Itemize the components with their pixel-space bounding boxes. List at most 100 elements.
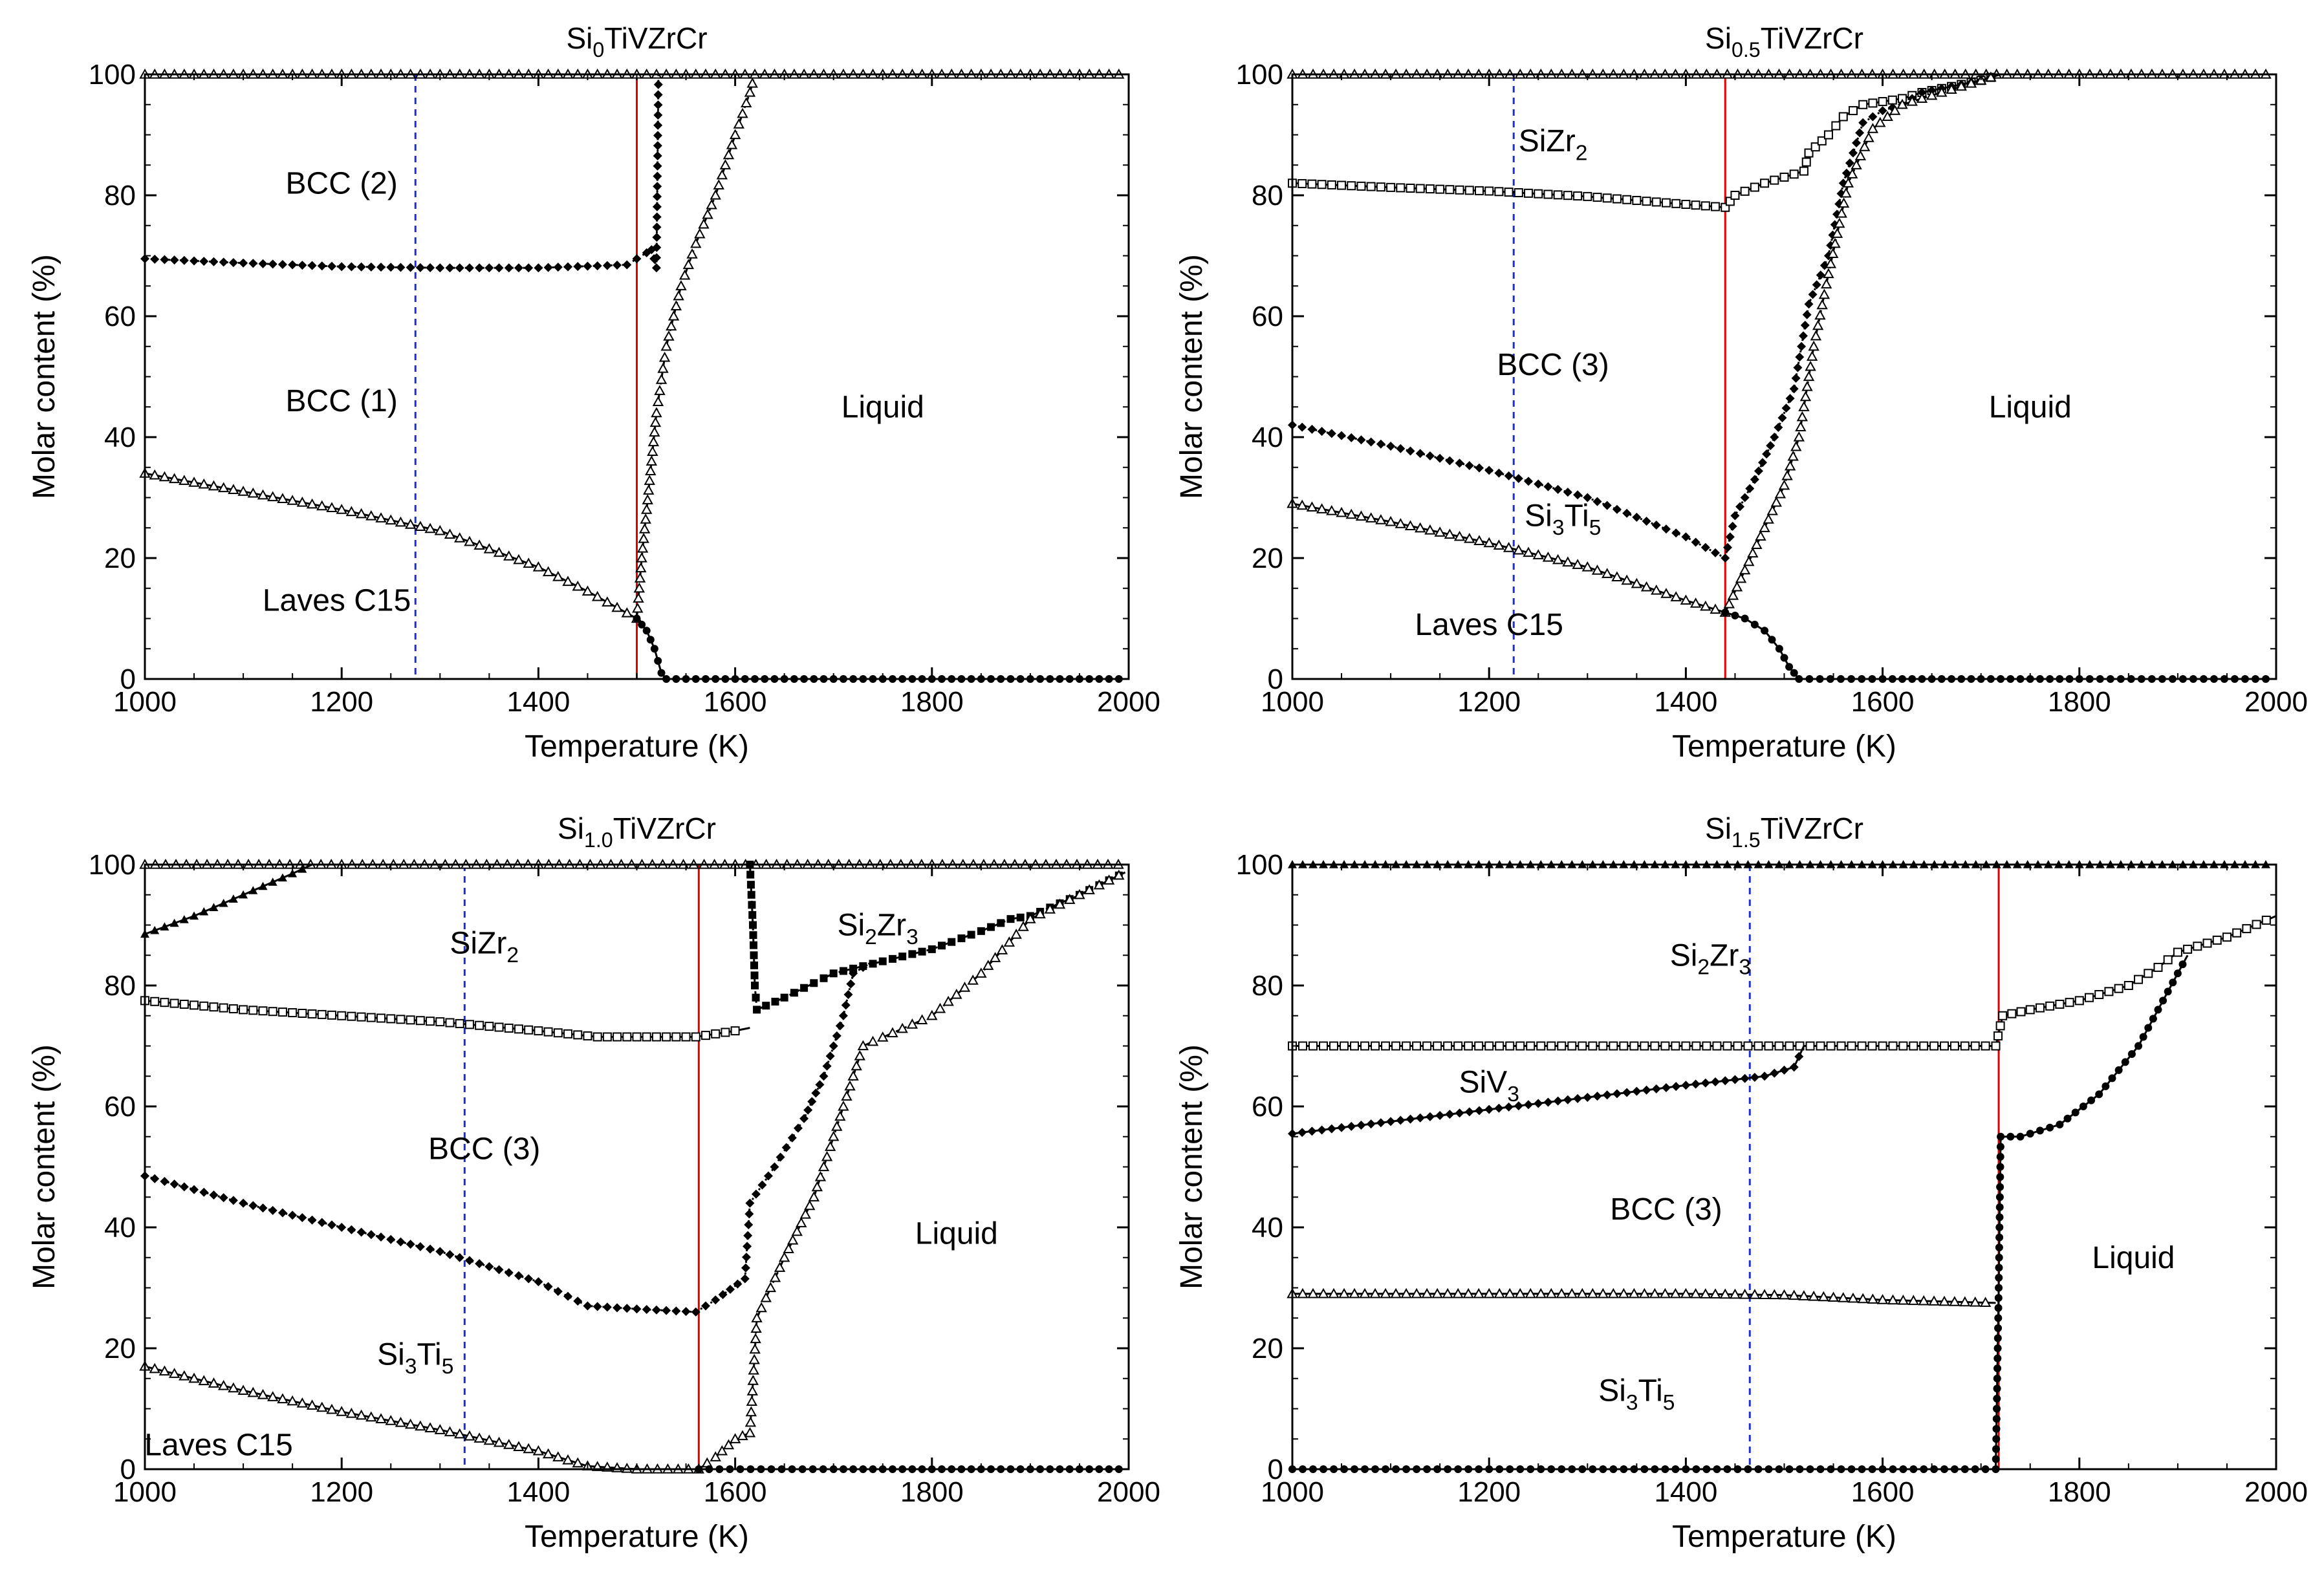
data-point [743, 1231, 753, 1240]
data-point [277, 873, 287, 882]
data-point [1415, 184, 1425, 193]
data-point [1366, 182, 1376, 191]
data-point [158, 1365, 171, 1376]
data-point [1779, 172, 1789, 182]
data-point [366, 1230, 376, 1240]
data-point [1309, 1041, 1318, 1051]
data-point [1770, 1068, 1779, 1078]
data-point [1349, 1287, 1360, 1298]
data-point [1854, 150, 1867, 160]
data-point [1770, 433, 1779, 442]
data-point [1689, 1287, 1702, 1298]
data-point [1996, 1173, 2004, 1181]
data-point [2169, 978, 2177, 987]
data-point [1583, 1092, 1592, 1102]
data-point [737, 1430, 748, 1441]
data-point [1805, 360, 1816, 371]
data-point [1638, 1287, 1651, 1298]
data-point [942, 995, 954, 1006]
data-point [832, 1031, 842, 1040]
data-point [258, 1203, 268, 1213]
data-point [316, 500, 328, 511]
data-point [719, 159, 732, 169]
data-point [160, 922, 169, 931]
y-tick-label: 100 [89, 849, 136, 881]
data-point [951, 988, 962, 999]
data-point [1484, 466, 1494, 475]
data-point [2134, 1042, 2143, 1050]
data-point [563, 1291, 573, 1301]
data-point [1985, 71, 1997, 82]
data-point [1494, 468, 1504, 478]
data-point [298, 1213, 307, 1223]
data-point [2193, 942, 2202, 951]
data-point [1681, 1081, 1691, 1090]
data-point [356, 1012, 366, 1022]
data-point [679, 269, 691, 280]
data-point [750, 971, 759, 980]
data-point [748, 910, 757, 919]
data-point [396, 263, 406, 272]
data-point [1681, 200, 1691, 210]
data-point [1723, 543, 1733, 552]
data-point [1534, 479, 1543, 489]
data-point [277, 1208, 287, 1218]
data-point [208, 480, 220, 491]
data-point [1396, 183, 1406, 193]
data-point [1317, 427, 1327, 436]
data-point [1995, 1223, 2004, 1231]
data-point [355, 1409, 367, 1420]
data-point [1998, 1011, 2008, 1020]
data-point [844, 1080, 856, 1091]
data-point [228, 1004, 238, 1013]
series-5 [140, 960, 874, 1317]
data-point [484, 263, 494, 273]
series-5 [633, 614, 1129, 683]
data-point [793, 1123, 803, 1133]
data-point [1455, 185, 1464, 195]
data-point [1680, 1287, 1692, 1298]
data-point [483, 1434, 495, 1445]
data-point [1728, 521, 1737, 531]
data-point [722, 149, 735, 160]
data-point [317, 1009, 327, 1019]
data-point [841, 1090, 852, 1101]
data-point [1495, 1041, 1504, 1051]
data-point [1404, 520, 1417, 531]
data-point [366, 262, 376, 272]
data-point [1562, 556, 1574, 567]
data-point [839, 967, 847, 975]
data-point [1981, 1041, 1990, 1051]
data-point [1524, 188, 1534, 198]
data-point [1556, 1287, 1567, 1298]
data-point [1306, 501, 1318, 512]
data-point [1804, 148, 1814, 158]
data-point [473, 1432, 485, 1443]
data-point [746, 1395, 758, 1406]
data-point [652, 202, 662, 211]
y-tick-label: 80 [104, 180, 136, 211]
data-point [1536, 1041, 1546, 1051]
data-point [493, 1436, 505, 1447]
data-point [247, 1386, 259, 1397]
data-point [663, 330, 675, 341]
data-point [1681, 1041, 1691, 1051]
data-point [494, 1022, 504, 1032]
data-point [1777, 413, 1787, 423]
data-point [1576, 1287, 1588, 1298]
data-point [908, 950, 917, 958]
data-point [1534, 1099, 1543, 1108]
data-point [694, 228, 706, 239]
data-point [1347, 181, 1356, 191]
data-point [653, 151, 662, 160]
data-point [1400, 1287, 1412, 1298]
data-point [1453, 530, 1466, 541]
data-point [2026, 1130, 2034, 1138]
series-line [144, 74, 660, 269]
data-point [1402, 1041, 1411, 1051]
data-point [948, 938, 956, 946]
data-point [1661, 1083, 1671, 1093]
data-point [1514, 474, 1523, 484]
data-point [1700, 1288, 1711, 1298]
data-point [686, 248, 698, 259]
